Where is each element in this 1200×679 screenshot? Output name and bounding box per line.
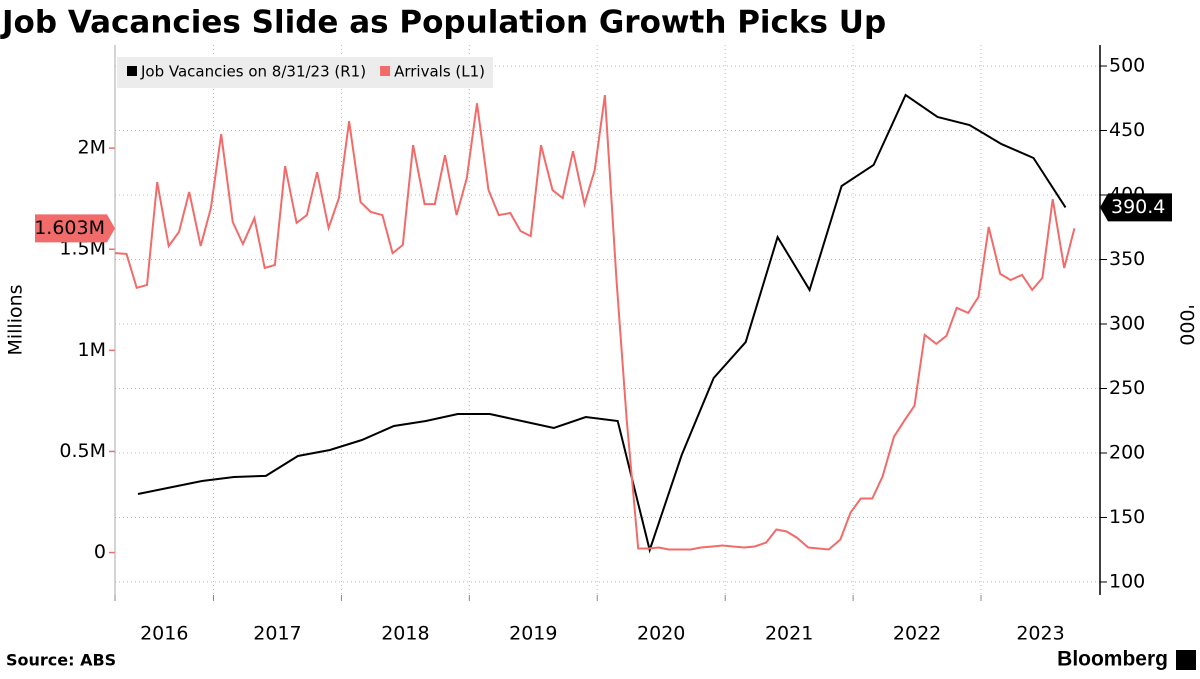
x-tick-label: 2020 [637,623,685,645]
x-tick-label: 2021 [765,623,813,645]
value-label-box [1100,193,1172,222]
value-label: 1.603M [34,217,105,239]
x-tick-label: 2023 [1016,623,1064,645]
y2-tick-label: 200 [1109,441,1145,463]
x-tick-label: 2018 [381,623,429,645]
y-tick-label: 1.5M [59,238,106,260]
source: Source: ABS [6,651,116,670]
brand-icon [1176,650,1196,670]
x-tick-label: 2022 [893,623,941,645]
value-label-box [35,214,115,243]
x-tick-label: 2017 [253,623,301,645]
y-tick-label: 0 [94,541,106,563]
y2-axis-label: '000 [1176,304,1198,346]
series-line [114,94,1076,551]
y2-tick-label: 450 [1109,119,1145,141]
y-axis-label: Millions [5,284,27,355]
y-tick-label: 0.5M [59,440,106,462]
legend-label: Job Vacancies on 8/31/23 (R1) [140,63,366,81]
legend: Job Vacancies on 8/31/23 (R1) Arrivals (L… [117,57,494,88]
y2-tick-label: 250 [1109,377,1145,399]
legend-swatch [127,66,137,76]
x-tick-label: 2019 [509,623,557,645]
y-tick-label: 2M [78,137,106,159]
series-line [137,93,1067,554]
legend-swatch [380,66,391,76]
legend-label: Arrivals (L1) [394,63,485,81]
y2-tick-label: 150 [1109,506,1145,528]
brand: Bloomberg [1057,648,1168,671]
y2-tick-label: 500 [1109,55,1145,77]
x-tick-label: 2016 [140,623,188,645]
legend-background [117,57,494,88]
y2-tick-label: 350 [1109,248,1145,270]
y-tick-label: 1M [78,339,106,361]
value-label: 390.4 [1111,196,1165,218]
y2-tick-label: 100 [1109,570,1145,592]
chart-title: Job Vacancies Slide as Population Growth… [0,5,886,41]
y2-tick-label: 300 [1109,312,1145,334]
